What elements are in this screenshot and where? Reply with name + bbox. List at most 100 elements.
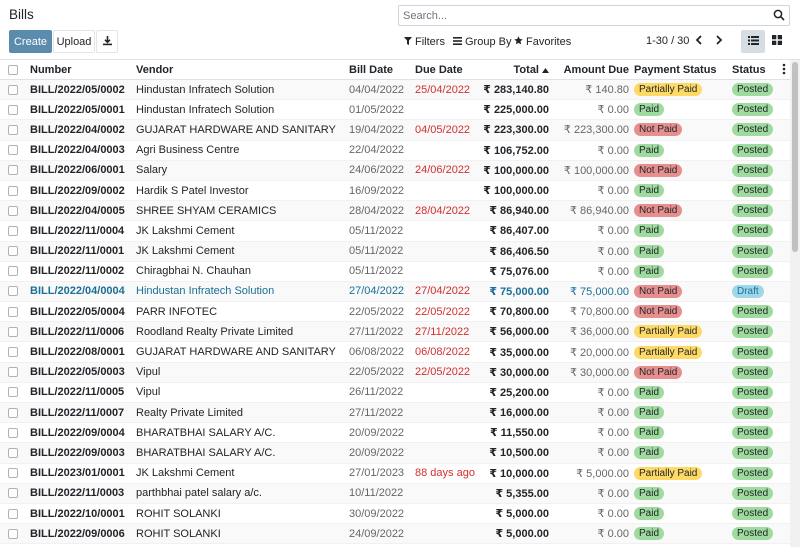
select-all-checkbox[interactable] — [8, 60, 19, 79]
due-date: 24/06/2022 — [415, 164, 471, 177]
bill-number[interactable]: BILL/2022/09/0006 — [30, 527, 125, 540]
row-checkbox[interactable] — [8, 181, 19, 200]
table-row[interactable]: BILL/2022/11/0005 Vipul 26/11/2022 ₹ 25,200… — [0, 383, 790, 403]
column-header-vendor[interactable]: Vendor — [136, 63, 174, 76]
row-checkbox[interactable] — [8, 120, 19, 139]
bill-number[interactable]: BILL/2022/04/0005 — [30, 204, 125, 217]
bill-number[interactable]: BILL/2022/11/0006 — [30, 325, 125, 338]
bill-number[interactable]: BILL/2022/11/0003 — [30, 487, 125, 500]
row-checkbox[interactable] — [8, 201, 19, 220]
bill-number[interactable]: BILL/2022/06/0001 — [30, 164, 125, 177]
table-row[interactable]: BILL/2022/04/0002 GUJARAT HARDWARE AND SA… — [0, 120, 790, 141]
bill-number[interactable]: BILL/2022/11/0001 — [30, 245, 125, 258]
table-row[interactable]: BILL/2022/11/0003 parthbhai patel salary … — [0, 483, 790, 504]
bill-number[interactable]: BILL/2022/04/0004 — [30, 285, 125, 298]
bill-number[interactable]: BILL/2022/05/0003 — [30, 366, 125, 379]
table-row[interactable]: BILL/2022/11/0006 Roodland Realty Private… — [0, 322, 790, 343]
row-checkbox[interactable] — [8, 342, 19, 361]
row-checkbox[interactable] — [8, 464, 19, 483]
filters-dropdown[interactable]: Filters — [404, 30, 445, 53]
bill-number[interactable]: BILL/2022/08/0001 — [30, 346, 125, 359]
pager-value[interactable]: 1-30 / 30 — [646, 35, 690, 47]
table-row[interactable]: BILL/2022/11/0002 Chiragbhai N. Chauhan 05… — [0, 262, 790, 282]
column-header-total[interactable]: Total — [474, 60, 549, 79]
row-checkbox[interactable] — [8, 363, 19, 382]
table-row[interactable]: BILL/2022/08/0001 GUJARAT HARDWARE AND SA… — [0, 342, 790, 363]
table-row[interactable]: BILL/2022/05/0002 Hindustan Infratech Sol… — [0, 80, 790, 101]
group-by-dropdown[interactable]: Group By — [453, 30, 511, 53]
row-checkbox[interactable] — [8, 403, 19, 422]
pager-previous-button[interactable] — [690, 31, 708, 51]
bill-number[interactable]: BILL/2022/11/0005 — [30, 386, 125, 399]
table-row[interactable]: BILL/2022/05/0003 Vipul 22/05/2022 22/05/20… — [0, 362, 790, 383]
table-row[interactable]: BILL/2022/09/0002 Hardik S Patel Investor… — [0, 181, 790, 202]
table-row[interactable]: BILL/2022/09/0004 BHARATBHAI SALARY A/C. 2… — [0, 423, 790, 444]
list-view-button[interactable] — [741, 30, 765, 53]
optional-columns-icon[interactable] — [782, 63, 786, 78]
column-header-status[interactable]: Status — [732, 63, 766, 76]
upload-button[interactable]: Upload — [53, 30, 95, 53]
table-row[interactable]: BILL/2022/05/0004 PARR INFOTEC 22/05/2022 2… — [0, 302, 790, 323]
row-checkbox[interactable] — [8, 302, 19, 321]
table-row[interactable]: BILL/2022/04/0004 Hindustan Infratech Sol… — [0, 281, 790, 303]
row-checkbox[interactable] — [8, 383, 19, 402]
table-row[interactable]: BILL/2022/04/0003 Agri Business Centre 22/… — [0, 141, 790, 161]
search-input[interactable] — [399, 6, 759, 25]
bill-number[interactable]: BILL/2022/10/0001 — [30, 507, 125, 520]
table-row[interactable]: BILL/2022/10/0001 ROHIT SOLANKI 30/09/2022… — [0, 504, 790, 525]
search-box[interactable] — [398, 5, 790, 26]
bill-number[interactable]: BILL/2022/11/0002 — [30, 265, 125, 278]
table-row[interactable]: BILL/2022/05/0001 Hindustan Infratech Sol… — [0, 100, 790, 121]
table-row[interactable]: BILL/2022/09/0006 ROHIT SOLANKI 24/09/2022… — [0, 524, 790, 545]
row-checkbox[interactable] — [8, 282, 19, 301]
bill-number[interactable]: BILL/2022/04/0003 — [30, 144, 125, 157]
row-checkbox[interactable] — [8, 161, 19, 180]
column-header-bill-date[interactable]: Bill Date — [349, 63, 394, 76]
table-row[interactable]: BILL/2022/09/0003 BHARATBHAI SALARY A/C. 2… — [0, 443, 790, 464]
kanban-view-button[interactable] — [765, 30, 789, 53]
row-checkbox[interactable] — [8, 504, 19, 523]
row-checkbox[interactable] — [8, 80, 19, 99]
bill-number[interactable]: BILL/2023/01/0001 — [30, 467, 125, 480]
column-header-amount-due[interactable]: Amount Due — [563, 63, 629, 76]
pager-next-button[interactable] — [710, 31, 728, 51]
column-header-due-date[interactable]: Due Date — [415, 63, 463, 76]
bill-number[interactable]: BILL/2022/09/0002 — [30, 184, 125, 197]
download-button[interactable] — [96, 30, 118, 53]
bill-number[interactable]: BILL/2022/04/0002 — [30, 123, 125, 136]
bill-number[interactable]: BILL/2022/05/0004 — [30, 305, 125, 318]
table-row[interactable]: BILL/2023/01/0001 JK Lakshmi Cement 27/01/… — [0, 464, 790, 484]
row-checkbox[interactable] — [8, 443, 19, 462]
total-amount: ₹ 10,000.00 — [489, 467, 549, 480]
row-checkbox[interactable] — [8, 484, 19, 503]
bill-number[interactable]: BILL/2022/09/0003 — [30, 446, 125, 459]
bill-number[interactable]: BILL/2022/05/0002 — [30, 83, 125, 96]
row-checkbox[interactable] — [8, 242, 19, 261]
table-row[interactable]: BILL/2022/11/0007 Realty Private Limited 2… — [0, 403, 790, 424]
vendor-name: Realty Private Limited — [136, 406, 243, 419]
scrollbar-thumb[interactable] — [792, 62, 798, 252]
create-button[interactable]: Create — [9, 30, 52, 53]
favorites-dropdown[interactable]: Favorites — [514, 30, 571, 53]
table-row[interactable]: BILL/2022/11/0004 JK Lakshmi Cement 05/11/… — [0, 221, 790, 242]
row-checkbox[interactable] — [8, 141, 19, 160]
search-icon[interactable] — [773, 9, 785, 24]
bill-number[interactable]: BILL/2022/11/0004 — [30, 224, 125, 237]
table-row[interactable]: BILL/2022/06/0001 Salary 24/06/2022 24/06/2… — [0, 160, 790, 181]
scrollbar[interactable] — [790, 60, 800, 547]
row-checkbox[interactable] — [8, 322, 19, 341]
payment-status-badge: Paid — [634, 244, 665, 258]
table-row[interactable]: BILL/2022/11/0001 JK Lakshmi Cement 05/11/… — [0, 241, 790, 262]
bill-number[interactable]: BILL/2022/11/0007 — [30, 406, 125, 419]
bill-number[interactable]: BILL/2022/09/0004 — [30, 426, 125, 439]
row-checkbox[interactable] — [8, 262, 19, 281]
row-checkbox[interactable] — [8, 100, 19, 119]
bill-number[interactable]: BILL/2022/05/0001 — [30, 103, 125, 116]
table-row[interactable]: BILL/2022/04/0005 SHREE SHYAM CERAMICS 28/… — [0, 201, 790, 222]
row-checkbox[interactable] — [8, 423, 19, 442]
bill-date: 27/11/2022 — [349, 325, 404, 338]
column-header-payment-status[interactable]: Payment Status — [634, 63, 717, 76]
column-header-number[interactable]: Number — [30, 63, 72, 76]
row-checkbox[interactable] — [8, 221, 19, 240]
row-checkbox[interactable] — [8, 524, 19, 543]
